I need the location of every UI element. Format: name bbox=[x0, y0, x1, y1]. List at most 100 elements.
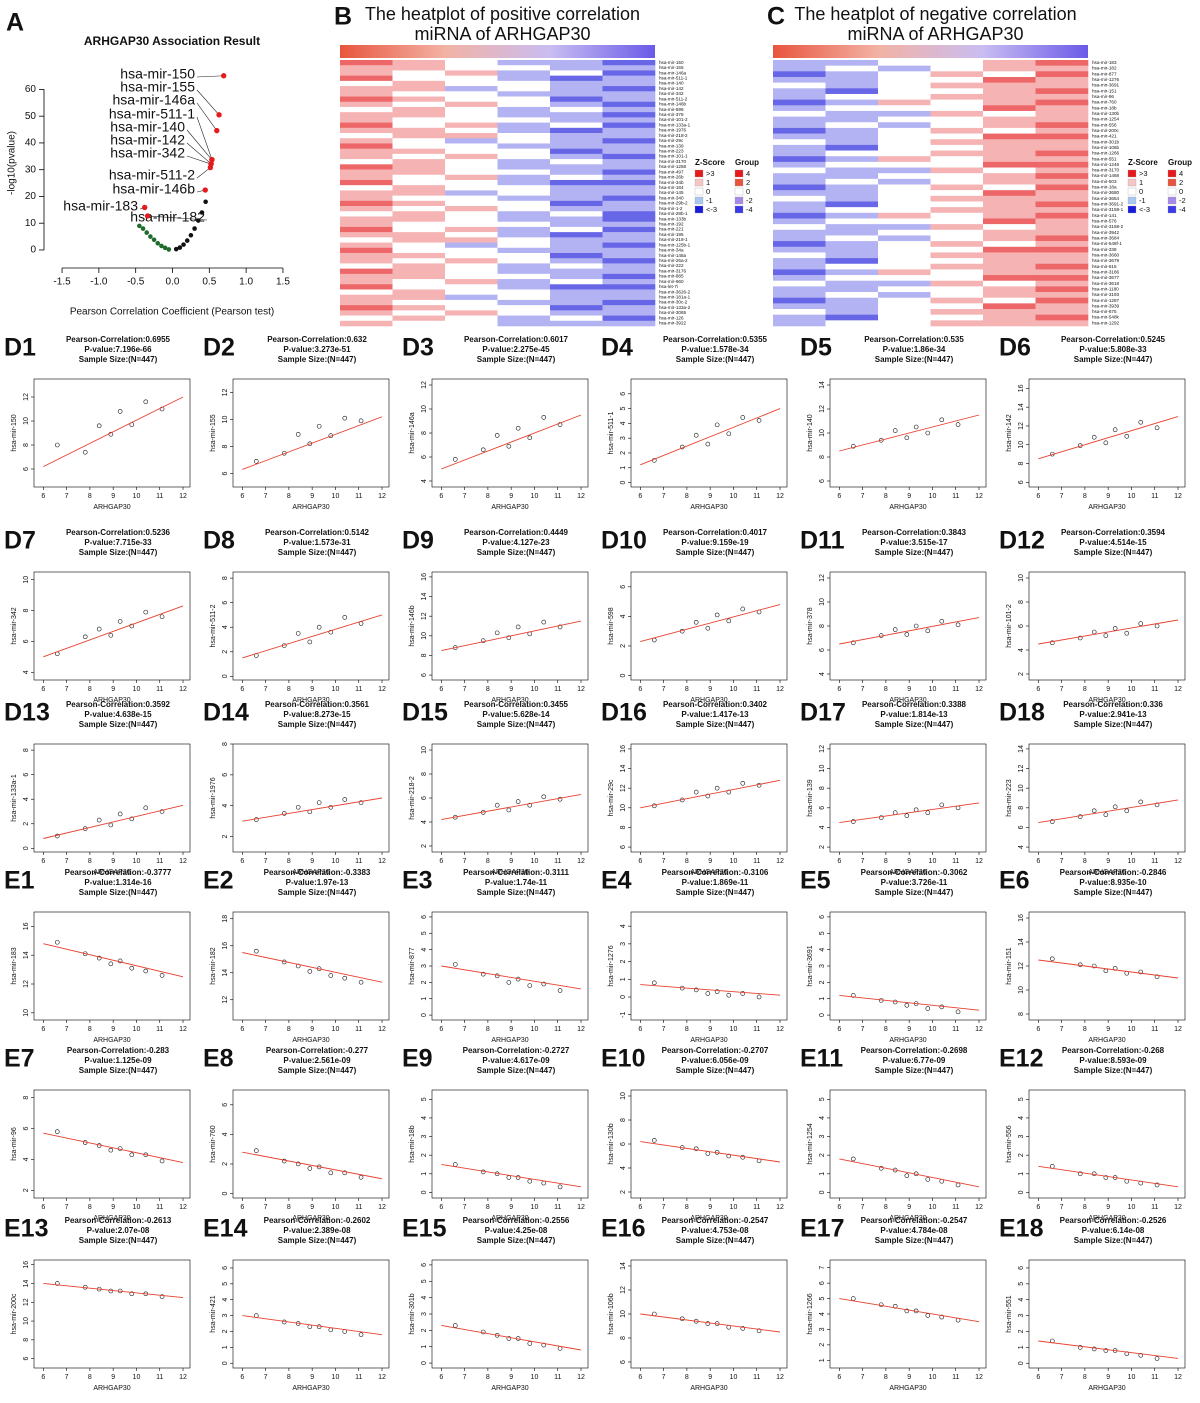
y-tick-label: 40 bbox=[25, 138, 37, 149]
stats-line: P-value:2.07e-08 bbox=[87, 1226, 150, 1235]
heat-cell bbox=[497, 96, 551, 103]
heat-cell bbox=[392, 237, 446, 243]
heat-cell bbox=[445, 320, 498, 327]
stats-line: P-value:8.593e-09 bbox=[1079, 1056, 1147, 1065]
y-tick-label: 14 bbox=[23, 1279, 30, 1287]
stats-line: P-value:9.159e-19 bbox=[681, 538, 749, 547]
point bbox=[307, 1166, 313, 1171]
fit-line bbox=[839, 995, 980, 1011]
x-tick-label: 11 bbox=[355, 858, 362, 865]
y-tick-label: 12 bbox=[421, 612, 428, 620]
point bbox=[557, 1184, 563, 1190]
y-tick-label: 10 bbox=[1018, 784, 1025, 792]
heat-cell bbox=[983, 224, 1036, 231]
heat-cell bbox=[550, 252, 603, 259]
y-tick-label: 3 bbox=[222, 1314, 229, 1318]
x-tick-label: 0.0 bbox=[166, 277, 180, 288]
heat-cell bbox=[497, 284, 551, 290]
point bbox=[328, 973, 334, 978]
y-axis-label: hsa-mir-556 bbox=[1006, 1125, 1013, 1162]
x-tick-label: 8 bbox=[486, 1374, 490, 1381]
point bbox=[1103, 633, 1109, 638]
x-tick-label: 8 bbox=[88, 1204, 92, 1211]
heat-cell bbox=[983, 167, 1036, 174]
heat-cell bbox=[340, 117, 393, 123]
stats-line: Pearson-Correlation:0.6017 bbox=[464, 335, 569, 344]
y-tick-label: 6 bbox=[819, 1281, 826, 1285]
stats-line: Pearson-Correlation:-0.2707 bbox=[662, 1046, 769, 1055]
heat-cell bbox=[497, 310, 551, 316]
heat-cell bbox=[930, 218, 984, 225]
row-label: hsa-mir-96 bbox=[1092, 94, 1114, 99]
group-bar bbox=[340, 45, 655, 58]
x-tick-label: 7 bbox=[861, 1374, 865, 1381]
panel-letter: D8 bbox=[203, 527, 235, 555]
x-tick-label: 6 bbox=[240, 1026, 244, 1033]
heat-cell bbox=[445, 75, 498, 82]
panel-letter: E4 bbox=[601, 867, 632, 895]
y-tick-label: 2 bbox=[620, 1190, 627, 1194]
row-label: hsa-mir-576 bbox=[1092, 219, 1117, 224]
heat-cell bbox=[497, 159, 551, 165]
point bbox=[557, 988, 563, 993]
x-tick-label: 9 bbox=[907, 686, 911, 693]
x-tick-label: 11 bbox=[156, 858, 163, 865]
point bbox=[203, 199, 208, 205]
y-tick-label: 2 bbox=[819, 1343, 826, 1347]
heat-cell bbox=[392, 216, 446, 222]
point bbox=[316, 423, 322, 429]
y-tick-label: 8 bbox=[222, 444, 229, 448]
x-tick-label: 11 bbox=[554, 1204, 561, 1211]
fit-line bbox=[839, 1158, 980, 1188]
stats-line: P-value:4.638e-15 bbox=[84, 710, 152, 719]
heat-cell bbox=[878, 309, 931, 315]
x-tick-label: 10 bbox=[332, 493, 340, 500]
heat-cell bbox=[878, 122, 931, 129]
stats-line: P-value:3.726e-11 bbox=[881, 878, 948, 887]
heat-cell bbox=[930, 122, 984, 129]
y-axis-label: hsa-mir-760 bbox=[210, 1125, 217, 1162]
heat-cell bbox=[602, 242, 656, 249]
point bbox=[281, 1158, 287, 1164]
y-tick-label: 0 bbox=[222, 1361, 229, 1365]
y-tick-label: 10 bbox=[1018, 441, 1025, 449]
heat-cell bbox=[497, 216, 551, 222]
point bbox=[1154, 974, 1160, 980]
heat-cell bbox=[497, 101, 551, 108]
heat-cell bbox=[602, 310, 656, 316]
legend-label: -1 bbox=[1139, 196, 1146, 205]
row-label: hsa-mir-148a bbox=[659, 253, 687, 258]
x-tick-label: 12 bbox=[577, 493, 585, 500]
heat-cell bbox=[340, 185, 393, 191]
heat-cell bbox=[825, 82, 879, 89]
heat-cell bbox=[983, 144, 1036, 151]
stats-line: Sample Size:(N=447) bbox=[79, 1236, 158, 1245]
heat-cell bbox=[825, 122, 879, 129]
y-axis-label: hsa-mir-142 bbox=[1006, 414, 1013, 451]
panel-letter: E3 bbox=[402, 867, 433, 895]
heat-cell bbox=[878, 320, 931, 327]
point bbox=[1154, 802, 1160, 808]
heat-cell bbox=[392, 258, 446, 264]
x-tick-label: 10 bbox=[531, 1026, 539, 1033]
heat-cell bbox=[340, 247, 393, 254]
point bbox=[1049, 956, 1055, 962]
row-label: hsa-mir-548k bbox=[1092, 315, 1120, 320]
heat-cell bbox=[878, 156, 931, 163]
point bbox=[557, 422, 563, 427]
x-axis-label: ARHGAP30 bbox=[491, 1385, 528, 1392]
heat-cell bbox=[825, 224, 879, 231]
y-tick-label: 3 bbox=[1018, 1135, 1025, 1139]
heat-cell bbox=[773, 252, 826, 259]
heat-cell bbox=[825, 99, 879, 106]
legend-label: <-3 bbox=[1139, 205, 1150, 214]
heat-cell bbox=[773, 229, 826, 236]
x-tick-label: 9 bbox=[1106, 1204, 1110, 1211]
chart-title: The heatplot of negative correlation bbox=[794, 4, 1076, 24]
x-tick-label: 11 bbox=[1151, 686, 1158, 693]
heat-cell bbox=[445, 247, 498, 254]
heat-cell bbox=[773, 161, 826, 168]
stats-line: P-value:4.514e-15 bbox=[1079, 538, 1147, 547]
x-tick-label: 10 bbox=[133, 1204, 141, 1211]
y-tick-label: 6 bbox=[421, 1263, 428, 1267]
